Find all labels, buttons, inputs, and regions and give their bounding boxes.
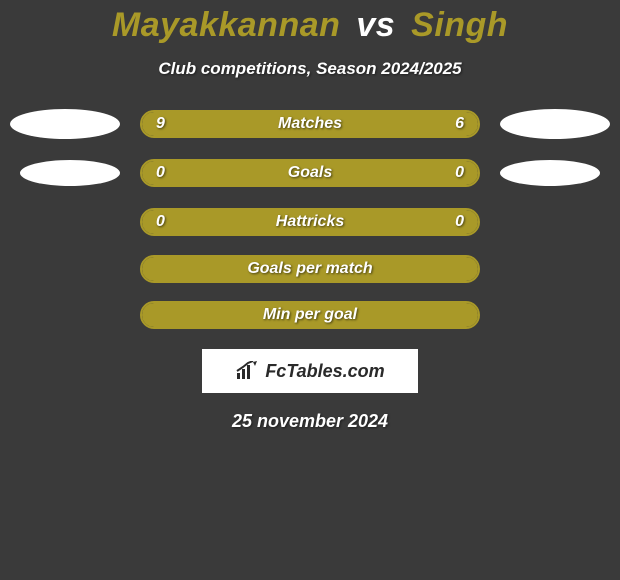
stat-bar: Goals per match xyxy=(140,255,480,283)
stat-bars-group: Goals per match Min per goal xyxy=(0,255,620,329)
comparison-card: Mayakkannan vs Singh Club competitions, … xyxy=(0,0,620,432)
stat-row-matches: 9 Matches 6 xyxy=(0,109,620,139)
right-ellipse xyxy=(500,109,610,139)
vs-text: vs xyxy=(356,6,395,44)
left-ellipse xyxy=(10,109,120,139)
stat-bar: 0 Hattricks 0 xyxy=(140,208,480,236)
stat-bar: 9 Matches 6 xyxy=(140,110,480,138)
stat-bar: 0 Goals 0 xyxy=(140,159,480,187)
left-ellipse xyxy=(20,160,120,186)
player2-name: Singh xyxy=(411,6,508,44)
stat-left-value: 0 xyxy=(156,213,165,231)
chart-icon xyxy=(235,361,261,381)
stat-row-hattricks: 0 Hattricks 0 xyxy=(0,207,620,237)
player1-name: Mayakkannan xyxy=(112,6,341,44)
stat-label: Matches xyxy=(278,115,342,133)
stat-left-value: 9 xyxy=(156,115,165,133)
stat-bar: Min per goal xyxy=(140,301,480,329)
right-ellipse xyxy=(500,160,600,186)
subtitle: Club competitions, Season 2024/2025 xyxy=(0,59,620,79)
bar-fill-left xyxy=(142,161,310,185)
date-text: 25 november 2024 xyxy=(0,411,620,432)
bar-fill-right xyxy=(310,161,478,185)
logo-text: FcTables.com xyxy=(265,361,384,382)
source-logo[interactable]: FcTables.com xyxy=(202,349,418,393)
stat-label: Goals xyxy=(288,164,332,182)
stat-label: Hattricks xyxy=(276,213,344,231)
stat-label: Goals per match xyxy=(247,260,372,278)
stat-right-value: 0 xyxy=(455,164,464,182)
stat-row-goals: 0 Goals 0 xyxy=(0,159,620,187)
page-title: Mayakkannan vs Singh xyxy=(0,6,620,45)
stat-right-value: 6 xyxy=(455,115,464,133)
stat-right-value: 0 xyxy=(455,213,464,231)
stat-left-value: 0 xyxy=(156,164,165,182)
stat-label: Min per goal xyxy=(263,306,357,324)
